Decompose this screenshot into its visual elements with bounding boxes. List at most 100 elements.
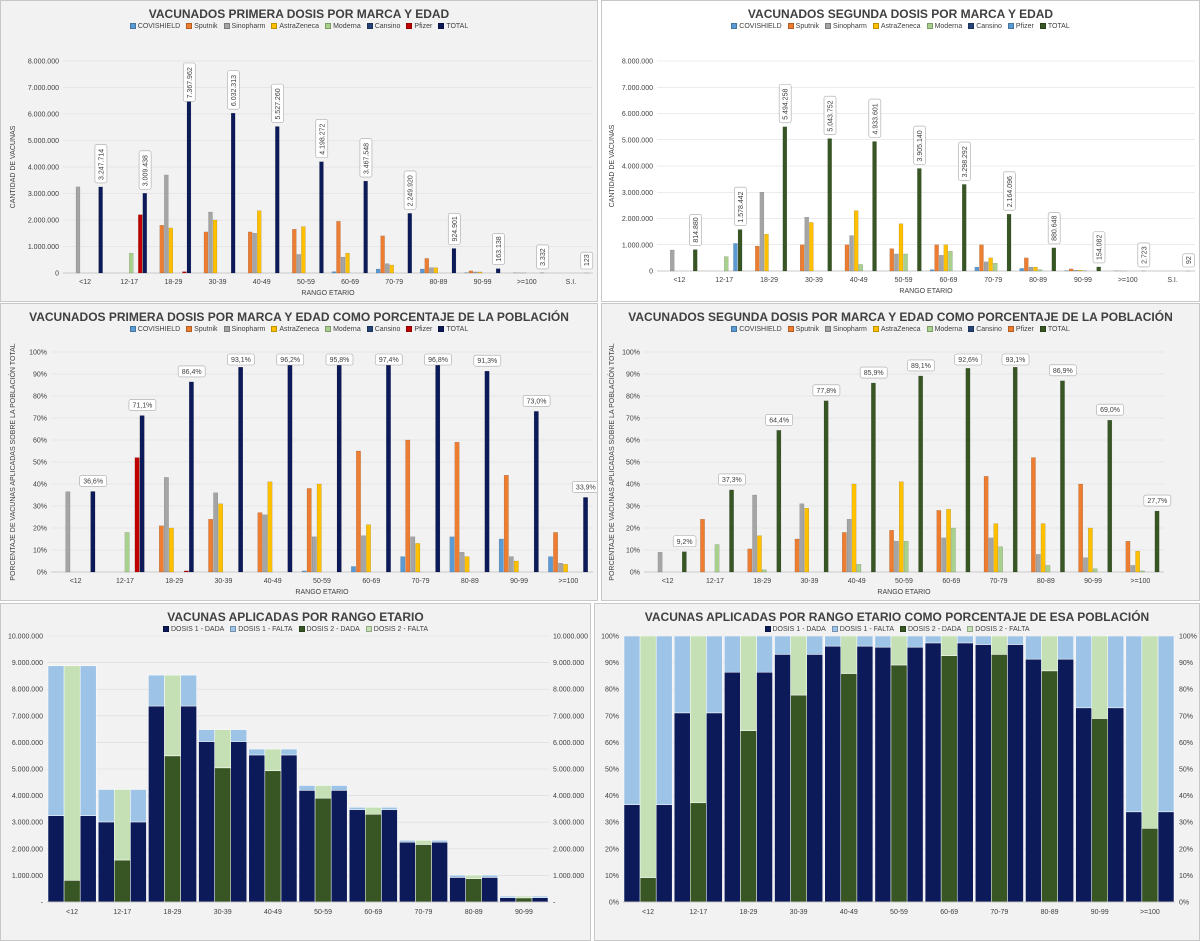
legend-swatch (325, 23, 332, 30)
bar-dosis2-falta (314, 785, 332, 799)
bar-dosis2-falta (991, 635, 1008, 655)
y-axis-title: PORCENTAJE DE VACUNAS APLICADAS SOBRE LA… (8, 343, 17, 581)
legend-item: TOTAL (1039, 23, 1070, 30)
bar-dosis1-falta (198, 729, 215, 742)
bar-dosis1-falta (79, 665, 97, 816)
data-label: 97,4% (379, 357, 399, 364)
bar-sputnik (1031, 457, 1036, 573)
bar-sinopharm (983, 261, 989, 272)
bar-dosis1-dada (906, 646, 924, 903)
y-tick-label: 50% (605, 767, 619, 774)
legend-item: Moderna (325, 23, 361, 30)
bar-dosis1-falta (824, 635, 842, 647)
data-label: 77,8% (816, 388, 836, 395)
bar-total (386, 357, 391, 573)
y-tick-label: 50% (33, 460, 47, 467)
y-tick-label-right: 20% (1179, 846, 1193, 853)
x-tick-label: 70-79 (990, 578, 1008, 585)
legend-label: AstraZeneca (279, 23, 320, 30)
legend-swatch (764, 626, 771, 633)
legend-label: Sputnik (194, 23, 218, 30)
x-axis-title: RANGO ETARIO (301, 290, 355, 297)
x-tick-label: 40-49 (264, 909, 282, 916)
chart-legend: COVISHIELD Sputnik Sinopharm AstraZeneca Mod… (1, 326, 597, 333)
data-label-box (182, 62, 196, 102)
bar-dosis2-dada (740, 730, 757, 903)
bar-sputnik (936, 510, 942, 573)
bar-dosis1-falta (724, 635, 741, 673)
data-label: 814.880 (693, 217, 700, 242)
bar-sputnik (380, 235, 385, 274)
data-label-box (227, 70, 240, 110)
bar-dosis1-falta (47, 665, 65, 816)
bar-dosis1-falta (230, 729, 248, 742)
y-tick-label-right: 10.000.000 (553, 634, 588, 641)
data-label: 880.648 (1052, 215, 1059, 240)
x-tick-label: 12-17 (689, 909, 707, 916)
bar-astrazeneca (563, 564, 568, 573)
x-tick-label: <12 (673, 277, 685, 284)
bar-sputnik (844, 244, 850, 272)
data-label-box (718, 473, 746, 486)
y-axis-title: CANTIDAD DE VACUNAS (10, 125, 17, 208)
y-tick-label-right: 1.000.000 (553, 873, 584, 880)
data-label: 5.527.260 (275, 88, 282, 119)
bar-dosis1-dada (874, 646, 892, 903)
chart-legend: DOSIS 1 - DADA DOSIS 1 - FALTA DOSIS 2 - D… (595, 626, 1199, 633)
bar-dosis1-dada (399, 841, 416, 903)
x-tick-label: 12-17 (116, 578, 134, 585)
bar-moderna (714, 544, 720, 573)
bar-sinopharm (759, 192, 765, 272)
bar-dosis1-dada (623, 804, 641, 903)
bar-dosis2-dada (365, 814, 382, 903)
data-label-box (859, 366, 888, 379)
y-tick-label: 60% (33, 438, 47, 445)
chart-title: VACUNAS APLICADAS POR RANGO ETARIO (167, 610, 424, 624)
bar-astrazeneca (1088, 527, 1093, 573)
bar-dosis1-falta (399, 840, 416, 843)
y-tick-label: 4.000.000 (622, 164, 653, 171)
y-tick-label: 80% (605, 687, 619, 694)
bar-sputnik (889, 530, 894, 573)
legend-swatch (968, 326, 975, 333)
bar-dosis2-dada (465, 878, 482, 903)
bar-total (189, 381, 194, 573)
y-tick-label: 60% (605, 740, 619, 747)
x-tick-label: 18-29 (740, 909, 758, 916)
legend-label: Sputnik (194, 326, 218, 333)
data-label-box (325, 353, 354, 366)
data-label-box (823, 95, 837, 135)
bar-sputnik (468, 270, 474, 274)
bar-dosis2-falta (214, 729, 231, 769)
legend-swatch (230, 626, 237, 633)
bar-astrazeneca (854, 210, 859, 272)
x-tick-label: 60-69 (364, 909, 382, 916)
x-tick-label: S.I. (1167, 277, 1178, 284)
bar-sputnik (747, 548, 753, 573)
bar-dosis2-dada (1041, 670, 1058, 903)
bar-dosis2-dada (114, 859, 131, 903)
x-tick-label: 60-69 (942, 578, 960, 585)
bar-dosis2-falta (164, 674, 181, 757)
y-tick-label-right: 6.000.000 (553, 740, 584, 747)
legend-label: Sputnik (795, 23, 820, 30)
bar-total (90, 491, 96, 573)
bar-sinopharm (508, 556, 514, 573)
bar-astrazeneca (1040, 523, 1046, 573)
legend-swatch (366, 23, 373, 30)
data-label: 33,9% (576, 484, 596, 491)
bar-dosis1-falta (330, 785, 348, 791)
bar-moderna (903, 253, 908, 272)
x-tick-label: 80-89 (1041, 909, 1059, 916)
legend-label: Sinopharm (231, 23, 266, 30)
y-tick-label: 5.000.000 (12, 767, 43, 774)
x-tick-label: 40-49 (253, 279, 271, 286)
legend-item: DOSIS 1 - DADA (163, 626, 224, 633)
y-tick-label-right: 7.000.000 (553, 713, 584, 720)
x-tick-label: >=100 (1140, 909, 1160, 916)
bar-dosis2-falta (1141, 635, 1159, 829)
bar-dosis2-falta (940, 635, 958, 656)
bar-sinopharm (939, 255, 944, 272)
bar-sinopharm (799, 503, 805, 573)
legend-label: Pfizer (1015, 23, 1034, 30)
